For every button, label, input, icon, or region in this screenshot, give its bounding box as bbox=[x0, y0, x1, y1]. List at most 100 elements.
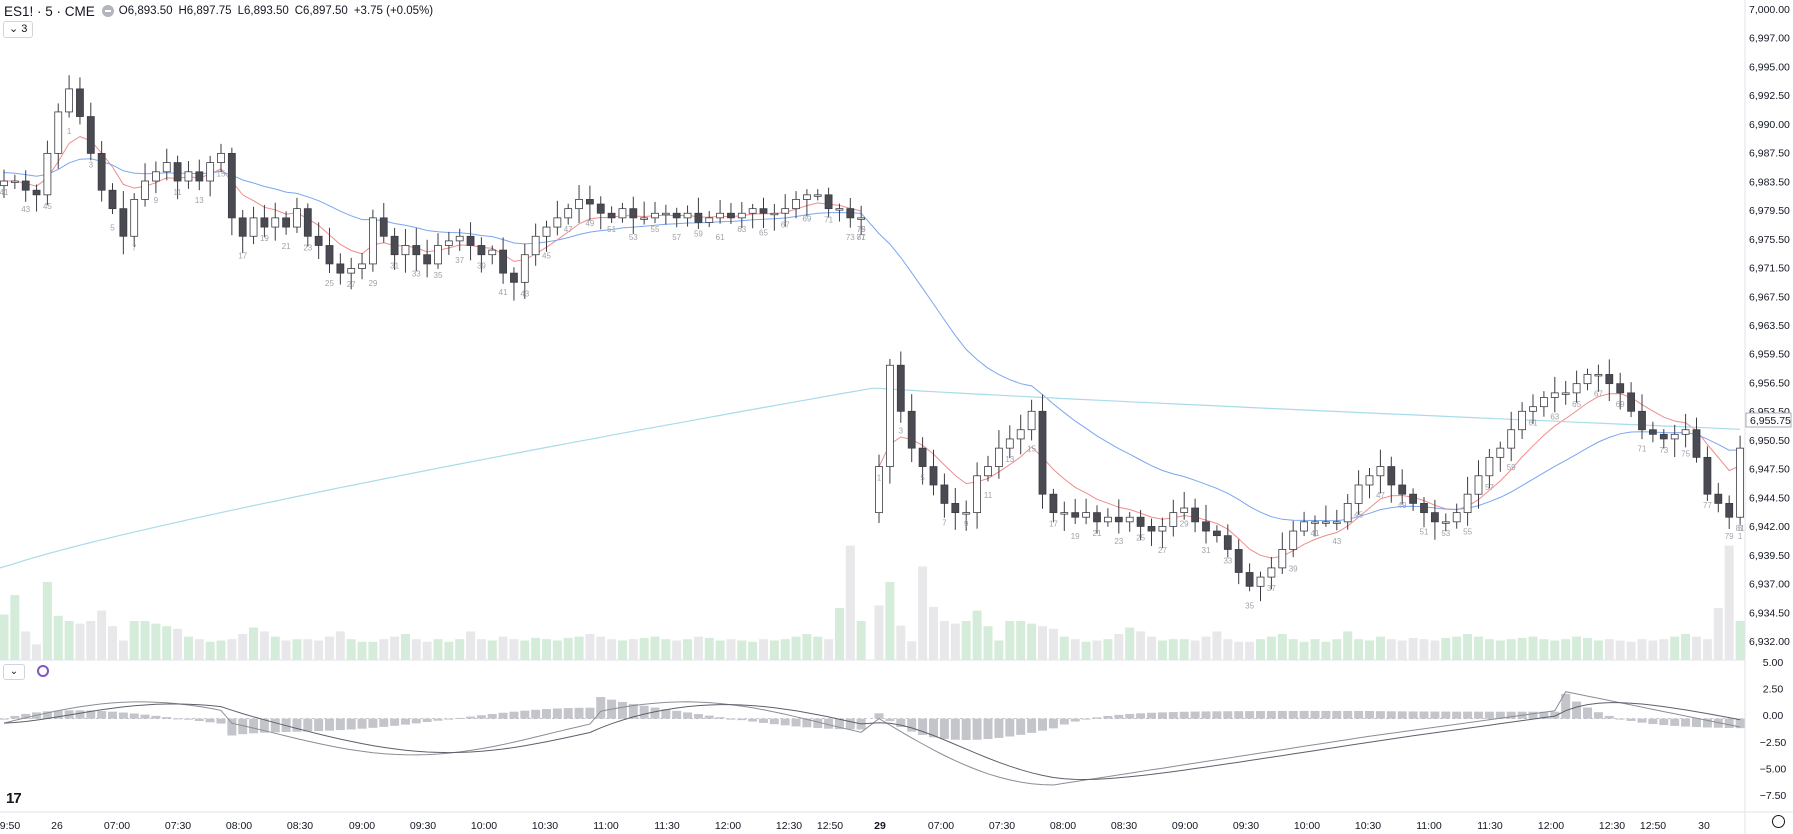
volume-bar bbox=[466, 631, 476, 660]
volume-bar bbox=[639, 637, 649, 660]
market-status-icon[interactable] bbox=[101, 5, 114, 17]
candle bbox=[1343, 503, 1352, 523]
macd-histogram-bar bbox=[950, 718, 960, 740]
macd-histogram-bar bbox=[1474, 711, 1483, 719]
macd-axis-label: 0.00 bbox=[1763, 710, 1784, 722]
macd-histogram-bar bbox=[129, 713, 139, 719]
macd-histogram-bar bbox=[194, 718, 204, 722]
volume-bar bbox=[509, 639, 519, 660]
candle bbox=[1736, 447, 1744, 518]
candle bbox=[130, 199, 139, 237]
macd-histogram-bar bbox=[487, 713, 497, 719]
tradingview-logo-icon[interactable]: 17 bbox=[6, 790, 22, 807]
bar-count-label: 29 bbox=[1180, 520, 1189, 529]
macd-histogram-bar bbox=[824, 718, 834, 729]
price-axis[interactable]: 7,000.00 6,997.00 6,995.00 6,992.50 6,990.00… bbox=[1745, 4, 1792, 648]
time-axis-label: 11:30 bbox=[1477, 820, 1503, 832]
bar-count-label: 11 bbox=[984, 491, 993, 500]
volume-bar bbox=[585, 634, 595, 660]
volume-bar bbox=[1419, 639, 1429, 660]
time-axis-label: 9:50 bbox=[0, 820, 20, 832]
volume-bar bbox=[907, 641, 917, 660]
volume-bar bbox=[455, 639, 465, 660]
candle bbox=[86, 116, 95, 154]
macd-axis[interactable]: 5.00 2.50 0.00 −2.50 −5.00 −7.50 bbox=[1760, 657, 1787, 802]
candle bbox=[1213, 530, 1221, 537]
bar-count-label: 55 bbox=[1463, 528, 1472, 537]
bar-count-label: 39 bbox=[1289, 564, 1298, 573]
symbol-title[interactable]: ES1! · 5 · CME bbox=[4, 3, 95, 19]
price-axis-label: 6,983.50 bbox=[1749, 176, 1790, 188]
candle bbox=[444, 240, 453, 246]
candle bbox=[434, 245, 442, 265]
bar-count-label: 23 bbox=[1114, 537, 1123, 546]
macd-histogram-bar bbox=[704, 715, 714, 719]
macd-histogram-bar bbox=[1724, 718, 1734, 728]
macd-histogram-bar bbox=[1408, 711, 1418, 719]
bar-count-label: 73 bbox=[846, 233, 855, 242]
macd-histogram-bar bbox=[1670, 718, 1680, 726]
macd-histogram-bar bbox=[238, 718, 248, 735]
candle bbox=[1322, 521, 1330, 524]
candle bbox=[1060, 512, 1069, 515]
bar-count-label: 67 bbox=[1594, 389, 1603, 398]
volume-bar bbox=[1441, 637, 1451, 660]
volume-bar bbox=[42, 582, 52, 660]
macd-histogram-bar bbox=[476, 715, 486, 719]
candle bbox=[21, 180, 30, 191]
volume-bar bbox=[1277, 634, 1287, 660]
volume-bar bbox=[1692, 636, 1701, 660]
bar-count-label: 43 bbox=[520, 289, 529, 298]
candle bbox=[151, 171, 160, 182]
time-axis-label: 11:00 bbox=[1416, 820, 1442, 832]
volume-bar bbox=[813, 636, 823, 660]
candle bbox=[1311, 521, 1319, 524]
volume-bar bbox=[368, 641, 378, 660]
bar-count-label: 35 bbox=[434, 271, 443, 280]
volume-bar bbox=[1550, 640, 1560, 660]
candle bbox=[770, 212, 779, 216]
candle bbox=[1572, 383, 1581, 394]
settings-icon[interactable] bbox=[1772, 815, 1785, 828]
candle bbox=[875, 466, 883, 514]
bar-count-label: 79 bbox=[1725, 532, 1734, 541]
bar-count-label: 49 bbox=[585, 219, 594, 228]
candle bbox=[1082, 512, 1090, 518]
candle bbox=[32, 189, 41, 196]
candle bbox=[1147, 526, 1156, 532]
bar-count-label: 1 bbox=[877, 474, 882, 483]
sync-icon[interactable] bbox=[37, 665, 49, 677]
volume-bar bbox=[1027, 623, 1037, 660]
candle bbox=[962, 512, 971, 515]
macd-histogram-bar bbox=[780, 718, 790, 726]
volume-bar bbox=[1125, 627, 1135, 660]
candle bbox=[553, 217, 562, 228]
ema-slow-line bbox=[3, 158, 1741, 522]
volume-bar bbox=[1288, 639, 1298, 660]
macd-histogram-bar bbox=[1637, 718, 1647, 723]
macd-axis-label: −2.50 bbox=[1760, 737, 1787, 749]
indicators-toggle-button[interactable]: ⌄ 3 bbox=[3, 21, 34, 38]
candle bbox=[886, 364, 894, 467]
time-axis-label: 10:30 bbox=[1355, 820, 1381, 832]
macd-histogram-bar bbox=[205, 718, 215, 723]
candle bbox=[260, 217, 269, 228]
macd-pane-collapse-button[interactable]: ⌄ bbox=[3, 664, 25, 680]
volume-bar bbox=[596, 636, 606, 660]
macd-histogram-bar bbox=[1038, 718, 1047, 731]
volume-bar bbox=[607, 639, 617, 660]
candle bbox=[249, 217, 258, 237]
candle bbox=[1125, 516, 1134, 523]
volume-bar bbox=[1659, 639, 1669, 660]
macd-histogram-bar bbox=[227, 718, 237, 736]
macd-histogram-bar bbox=[1048, 718, 1058, 729]
volume-bar bbox=[1005, 621, 1015, 660]
volume-bar bbox=[10, 595, 20, 660]
bar-count-label: 39 bbox=[477, 262, 486, 271]
time-axis[interactable]: 9:50 26 07:00 07:30 08:00 08:30 09:00 09:30 10:0… bbox=[0, 820, 1710, 832]
macd-histogram-bar bbox=[1604, 715, 1614, 719]
macd-histogram-bar bbox=[259, 718, 269, 733]
bar-count-label: 21 bbox=[1093, 529, 1102, 538]
candle bbox=[65, 88, 73, 113]
